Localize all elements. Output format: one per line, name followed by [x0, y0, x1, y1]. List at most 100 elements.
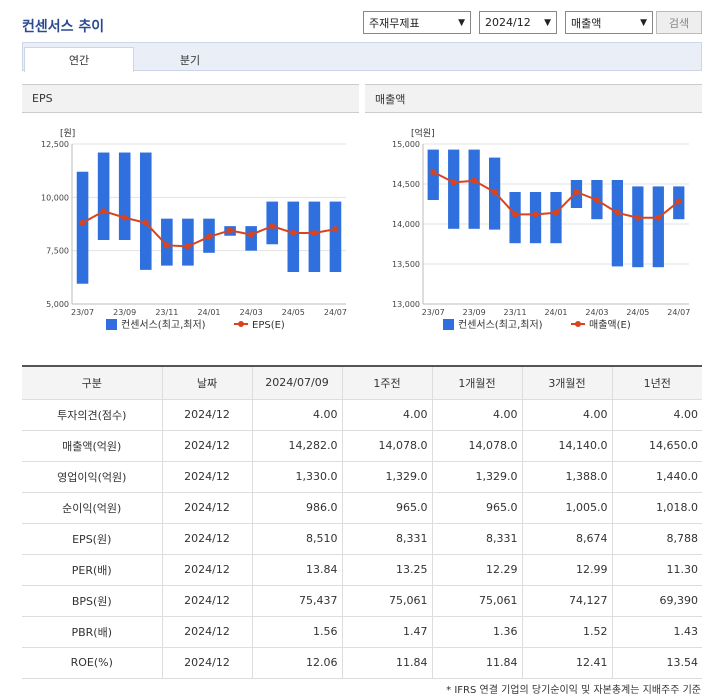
period-select[interactable]: 2024/12 ▼	[479, 11, 557, 34]
table-cell: 8,510	[251, 522, 342, 555]
col-category: 구분	[22, 365, 162, 400]
table-cell: 965.0	[431, 491, 522, 524]
table-row: EPS(원) 2024/12 8,510 8,331 8,331 8,674 8,788	[22, 522, 702, 555]
estimate-point	[491, 189, 498, 195]
estimate-point	[163, 242, 170, 249]
range-bar	[652, 186, 664, 268]
table-cell: 2024/12	[161, 460, 252, 493]
report-type-value: 주재무제표	[369, 16, 420, 30]
table-cell: 75,061	[341, 584, 432, 617]
estimate-point	[332, 226, 339, 233]
search-button[interactable]: 검색	[656, 11, 702, 34]
row-label: EPS(원)	[22, 522, 162, 555]
table-row: ROE(%) 2024/12 12.06 11.84 11.84 12.41 13.54	[22, 646, 702, 679]
col-3month: 3개월전	[521, 365, 612, 400]
estimate-point	[206, 233, 212, 240]
table-cell: 12.06	[251, 646, 342, 679]
y-tick-label: 15,000	[392, 140, 420, 149]
table-cell: 69,390	[611, 584, 702, 617]
metric-select[interactable]: 매출액 ▼	[565, 11, 653, 34]
estimate-point	[675, 198, 682, 205]
table-cell: 4.00	[611, 398, 702, 431]
range-bar	[245, 226, 257, 251]
estimate-point	[430, 169, 437, 175]
range-bar	[97, 152, 110, 240]
estimate-point	[573, 189, 580, 195]
period-tabs: 연간 분기	[22, 42, 702, 72]
row-label: 매출액(억원)	[22, 429, 162, 462]
footnote: * IFRS 연결 기업의 당기순이익 및 자본총계는 지배주주 기준	[446, 685, 701, 696]
col-date: 날짜	[161, 365, 252, 400]
table-cell: 8,674	[521, 522, 612, 555]
y-unit-label: [억원]	[411, 127, 435, 139]
table-cell: 1,330.0	[251, 460, 342, 493]
period-value: 2024/12	[485, 16, 531, 29]
table-cell: 14,140.0	[521, 429, 612, 462]
metric-value: 매출액	[571, 16, 602, 30]
table-cell: 1,018.0	[611, 491, 702, 524]
estimate-point	[311, 229, 318, 236]
row-label: ROE(%)	[22, 646, 162, 679]
legend-label-range: 컨센서스(최고,최저)	[121, 319, 206, 331]
table-cell: 1,329.0	[431, 460, 522, 493]
x-tick-label: 24/01	[544, 308, 567, 317]
estimate-point	[184, 243, 191, 250]
y-tick-label: 12,500	[41, 140, 69, 149]
chevron-down-icon: ▼	[640, 17, 647, 28]
estimate-point	[142, 219, 149, 226]
table-cell: 4.00	[521, 398, 612, 431]
legend-swatch-point	[238, 321, 244, 327]
table-cell: 986.0	[251, 491, 342, 524]
x-tick-label: 24/07	[667, 308, 690, 317]
range-bar	[161, 218, 173, 266]
table-row: 순이익(억원) 2024/12 986.0 965.0 965.0 1,005.0 1,01…	[22, 491, 702, 524]
chevron-down-icon: ▼	[458, 17, 465, 28]
estimate-point	[553, 209, 559, 216]
table-cell: 2024/12	[161, 646, 252, 679]
x-tick-label: 24/05	[626, 308, 649, 317]
consensus-table: 구분 날짜 2024/07/09 1주전 1개월전 3개월전 1년전 투자의견(…	[22, 365, 702, 679]
col-1year: 1년전	[611, 365, 702, 400]
table-cell: 11.84	[431, 646, 522, 679]
table-cell: 2024/12	[161, 398, 252, 431]
table-cell: 12.41	[521, 646, 612, 679]
legend-swatch-point	[575, 321, 581, 327]
table-row: PBR(배) 2024/12 1.56 1.47 1.36 1.52 1.43	[22, 615, 702, 648]
table-cell: 1.47	[341, 615, 432, 648]
tab-annual[interactable]: 연간	[24, 47, 134, 72]
table-row: PER(배) 2024/12 13.84 13.25 12.29 12.99 11.30	[22, 553, 702, 586]
y-unit-label: [원]	[60, 128, 75, 139]
legend-label-line: 매출액(E)	[589, 319, 631, 331]
x-tick-label: 23/11	[504, 308, 527, 317]
revenue-chart-title: 매출액	[365, 84, 702, 113]
tab-quarterly[interactable]: 분기	[179, 53, 201, 67]
estimate-point	[227, 227, 234, 234]
estimate-point	[79, 219, 86, 226]
table-cell: 2024/12	[161, 553, 252, 586]
x-tick-label: 24/05	[282, 308, 305, 317]
table-cell: 2024/12	[161, 491, 252, 524]
report-type-select[interactable]: 주재무제표 ▼	[363, 11, 471, 34]
col-current: 2024/07/09	[251, 365, 342, 400]
range-bar	[182, 218, 194, 266]
x-tick-label: 23/07	[71, 308, 94, 317]
table-cell: 8,788	[611, 522, 702, 555]
row-label: PBR(배)	[22, 615, 162, 648]
legend-label-line: EPS(E)	[252, 320, 285, 331]
estimate-point	[593, 197, 600, 203]
estimate-point	[614, 209, 621, 216]
eps-chart-panel: EPS [원] 5,000 7,500 10,000 12,500 23/07 23/09 2…	[22, 84, 359, 346]
table-cell: 8,331	[341, 522, 432, 555]
filter-bar: 주재무제표 ▼ 2024/12 ▼ 매출액 ▼	[363, 11, 653, 34]
table-cell: 12.29	[431, 553, 522, 586]
table-header-row: 구분 날짜 2024/07/09 1주전 1개월전 3개월전 1년전	[22, 365, 702, 400]
table-cell: 11.84	[341, 646, 432, 679]
table-cell: 14,078.0	[431, 429, 522, 462]
range-bar	[509, 192, 521, 244]
revenue-chart: [억원] 13,000 13,500 14,000 14,500 15,000 23/07 2…	[392, 127, 690, 331]
range-bar	[529, 192, 542, 244]
table-cell: 14,282.0	[251, 429, 342, 462]
estimate-point	[100, 208, 107, 215]
range-bar	[468, 149, 480, 229]
table-cell: 1,440.0	[611, 460, 702, 493]
